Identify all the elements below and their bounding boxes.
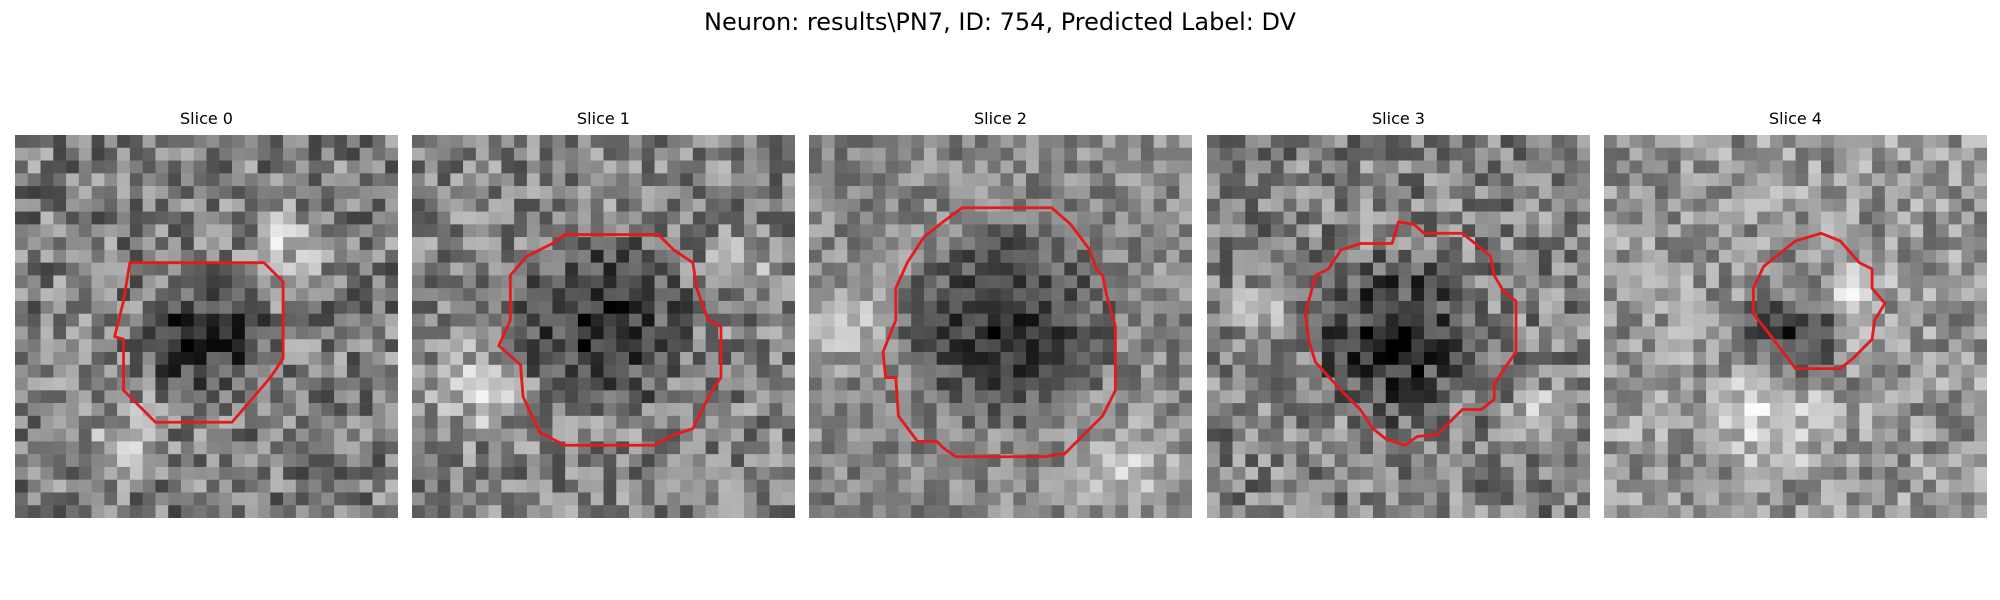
- slice-title: Slice 4: [1769, 109, 1822, 128]
- slice-image: [15, 135, 398, 518]
- pixel-grid: [1604, 135, 1987, 518]
- slice-image: [412, 135, 795, 518]
- slice-title: Slice 0: [180, 109, 233, 128]
- roi-contour: [1303, 220, 1518, 447]
- slice-panel-0: Slice 0: [15, 109, 398, 518]
- slice-title: Slice 2: [974, 109, 1027, 128]
- slice-title: Slice 1: [577, 109, 630, 128]
- pixel-grid: [1207, 135, 1590, 518]
- slice-panel-4: Slice 4: [1604, 109, 1987, 518]
- slice-panel-1: Slice 1: [412, 109, 795, 518]
- pixel-grid: [15, 135, 398, 518]
- slice-panel-2: Slice 2: [809, 109, 1192, 518]
- figure-title: Neuron: results\PN7, ID: 754, Predicted …: [704, 8, 1296, 36]
- slice-image: [1604, 135, 1987, 518]
- roi-contour: [497, 233, 723, 447]
- pixel-grid: [809, 135, 1192, 518]
- roi-contour: [113, 261, 285, 424]
- roi-contour: [881, 206, 1117, 459]
- slice-image: [809, 135, 1192, 518]
- slice-panel-3: Slice 3: [1207, 109, 1590, 518]
- slice-title: Slice 3: [1372, 109, 1425, 128]
- slice-image: [1207, 135, 1590, 518]
- pixel-grid: [412, 135, 795, 518]
- roi-contour: [1751, 231, 1887, 371]
